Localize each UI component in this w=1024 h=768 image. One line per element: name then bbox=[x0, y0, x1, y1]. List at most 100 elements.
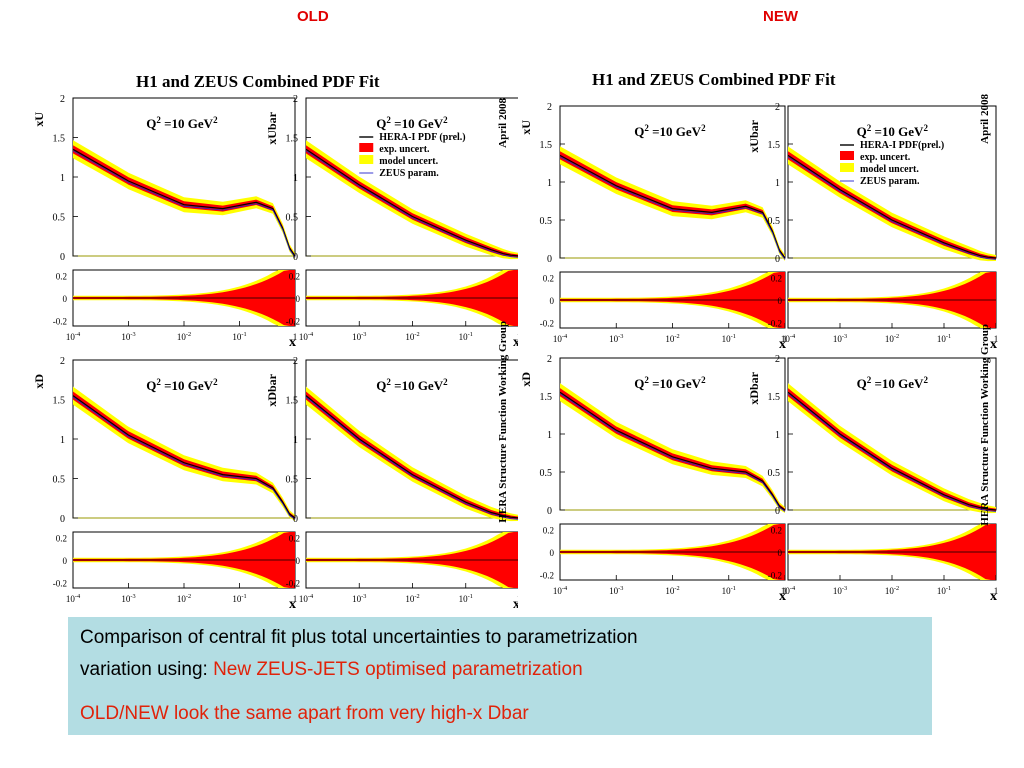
old-p3-ratio-ytick-0: 0.2 bbox=[289, 534, 300, 544]
old-p1-legend-swatch-1 bbox=[359, 143, 374, 152]
old-p1-xtick-label-0: 10-4 bbox=[299, 331, 314, 342]
old-p3-annotation: Q2 =10 GeV2 bbox=[376, 377, 448, 393]
new-p0-ratio-ytick-0: 0.2 bbox=[543, 274, 554, 284]
old-p2-ytick-label-1: 0.5 bbox=[53, 475, 66, 486]
new-p3-zeus-line bbox=[787, 393, 997, 512]
old-p0-zeus-line bbox=[72, 150, 296, 258]
new-p0-central-line bbox=[559, 154, 786, 259]
old-p2-ytick-label-3: 1.5 bbox=[53, 396, 66, 407]
new-p1-ytick-label-1: 0.5 bbox=[768, 216, 781, 227]
new-p0-model-band bbox=[560, 146, 785, 261]
new-p3-xtick-label-4: 1 bbox=[994, 586, 999, 596]
new-p0-xtick-label-3: 10-1 bbox=[722, 333, 736, 344]
new-p2-ytick-label-0: 0 bbox=[547, 506, 552, 517]
new-p2-ratio-ytick-2: -0.2 bbox=[540, 570, 554, 580]
old-p3-xtick-label-0: 10-4 bbox=[299, 593, 314, 604]
old-p3-ratio-ytick-2: -0.2 bbox=[286, 578, 300, 588]
old-p1-ylabel: xUbar bbox=[265, 111, 279, 144]
old-p0-ratio-ytick-2: -0.2 bbox=[53, 316, 67, 326]
new-p3-central-line bbox=[787, 391, 997, 511]
new-p1-legend-label-2: model uncert. bbox=[860, 164, 919, 175]
new-side-label-date: April 2008 bbox=[979, 94, 991, 144]
old-p1-ytick-label-2: 1 bbox=[293, 173, 298, 184]
old-side-label-date: April 2008 bbox=[497, 98, 509, 148]
old-p1-ytick-label-3: 1.5 bbox=[286, 134, 299, 145]
old-p2-xlabel: x bbox=[289, 597, 296, 610]
old-p3-central-line bbox=[305, 395, 518, 519]
new-p0-ylabel: xU bbox=[519, 120, 533, 135]
old-p0-ratio-ytick-0: 0.2 bbox=[56, 272, 67, 282]
new-figure-title: H1 and ZEUS Combined PDF Fit bbox=[592, 70, 836, 89]
old-p2-xtick-label-4: 1 bbox=[293, 594, 298, 604]
old-p2-zeus-line bbox=[72, 396, 296, 520]
new-p1-ytick-label-3: 1.5 bbox=[768, 140, 781, 151]
new-p1-annotation: Q2 =10 GeV2 bbox=[857, 123, 929, 139]
new-p0-xtick-label-0: 10-4 bbox=[553, 333, 568, 344]
new-p3-ytick-label-1: 0.5 bbox=[768, 468, 781, 479]
old-p1-xlabel: x bbox=[513, 335, 518, 350]
old-p1-xtick-label-4: 1 bbox=[517, 332, 518, 342]
new-p0-annotation: Q2 =10 GeV2 bbox=[634, 123, 706, 139]
old-p3-exp-band bbox=[306, 391, 518, 520]
new-p1-legend-label-3: ZEUS param. bbox=[860, 176, 920, 187]
old-p2-annotation: Q2 =10 GeV2 bbox=[146, 377, 218, 393]
new-p3-ytick-label-4: 2 bbox=[775, 354, 780, 365]
new-p0-xtick-label-4: 1 bbox=[783, 334, 788, 344]
new-p2-ytick-label-3: 1.5 bbox=[540, 392, 553, 403]
old-p3-xtick-label-1: 10-3 bbox=[352, 593, 366, 604]
new-p2-ytick-label-4: 2 bbox=[547, 354, 552, 365]
caption-box: Comparison of central fit plus total unc… bbox=[68, 617, 932, 735]
new-p0-ytick-label-0: 0 bbox=[547, 254, 552, 265]
old-p2-ratio-ytick-0: 0.2 bbox=[56, 534, 67, 544]
new-p1-legend-swatch-2 bbox=[840, 163, 854, 172]
old-p2-ylabel: xD bbox=[32, 374, 46, 389]
new-p3-ratio-ytick-1: 0 bbox=[778, 548, 783, 558]
old-p3-ytick-label-0: 0 bbox=[293, 514, 298, 525]
old-p1-xtick-label-1: 10-3 bbox=[352, 331, 366, 342]
old-p3-xtick-label-2: 10-2 bbox=[405, 593, 419, 604]
new-p0-exp-band bbox=[560, 151, 785, 260]
old-p2-central-line bbox=[72, 395, 296, 519]
old-p2-xtick-label-0: 10-4 bbox=[66, 593, 81, 604]
new-p0-ytick-label-3: 1.5 bbox=[540, 140, 553, 151]
new-p1-xtick-label-2: 10-2 bbox=[885, 333, 899, 344]
new-p3-ytick-label-0: 0 bbox=[775, 506, 780, 517]
old-p1-legend-label-2: model uncert. bbox=[379, 156, 438, 167]
old-p1-xtick-label-2: 10-2 bbox=[405, 331, 419, 342]
new-p2-xtick-label-1: 10-3 bbox=[609, 585, 623, 596]
new-p1-ratio-ytick-1: 0 bbox=[778, 296, 783, 306]
new-p0-xtick-label-1: 10-3 bbox=[609, 333, 623, 344]
old-p0-ratio-ytick-1: 0 bbox=[63, 294, 68, 304]
old-p0-xtick-label-0: 10-4 bbox=[66, 331, 81, 342]
old-p0-xtick-label-2: 10-2 bbox=[177, 331, 191, 342]
old-side-label-group: HERA Structure Function Working Group bbox=[497, 321, 509, 523]
new-p2-ytick-label-1: 0.5 bbox=[540, 468, 553, 479]
new-p3-xtick-label-2: 10-2 bbox=[885, 585, 899, 596]
new-p1-ytick-label-4: 2 bbox=[775, 102, 780, 113]
old-p0-ytick-label-4: 2 bbox=[60, 94, 65, 105]
new-p2-ytick-label-2: 1 bbox=[547, 430, 552, 441]
old-p2-ratio-ytick-2: -0.2 bbox=[53, 578, 67, 588]
old-p3-ytick-label-2: 1 bbox=[293, 435, 298, 446]
old-p3-xtick-label-3: 10-1 bbox=[459, 593, 473, 604]
caption-prefix: variation using: bbox=[80, 659, 214, 680]
new-p1-model-band bbox=[788, 146, 996, 262]
old-p1-ytick-label-4: 2 bbox=[293, 94, 298, 105]
old-p0-exp-band bbox=[73, 145, 295, 258]
old-p0-xlabel: x bbox=[289, 335, 296, 350]
old-p1-ratio-ytick-2: -0.2 bbox=[286, 316, 300, 326]
new-p0-xlabel: x bbox=[779, 337, 786, 352]
old-p0-xtick-label-1: 10-3 bbox=[121, 331, 135, 342]
new-p0-ytick-label-1: 0.5 bbox=[540, 216, 553, 227]
new-p3-xlabel: x bbox=[990, 589, 997, 604]
new-p3-annotation: Q2 =10 GeV2 bbox=[857, 375, 929, 391]
old-p1-legend-swatch-2 bbox=[359, 155, 374, 164]
new-p2-ratio-ytick-0: 0.2 bbox=[543, 526, 554, 536]
new-p3-exp-band bbox=[788, 388, 996, 512]
old-p0-ytick-label-0: 0 bbox=[60, 252, 65, 263]
new-p3-model-band bbox=[788, 383, 996, 514]
old-p0-ytick-label-3: 1.5 bbox=[53, 134, 66, 145]
old-p0-model-band bbox=[73, 140, 295, 259]
